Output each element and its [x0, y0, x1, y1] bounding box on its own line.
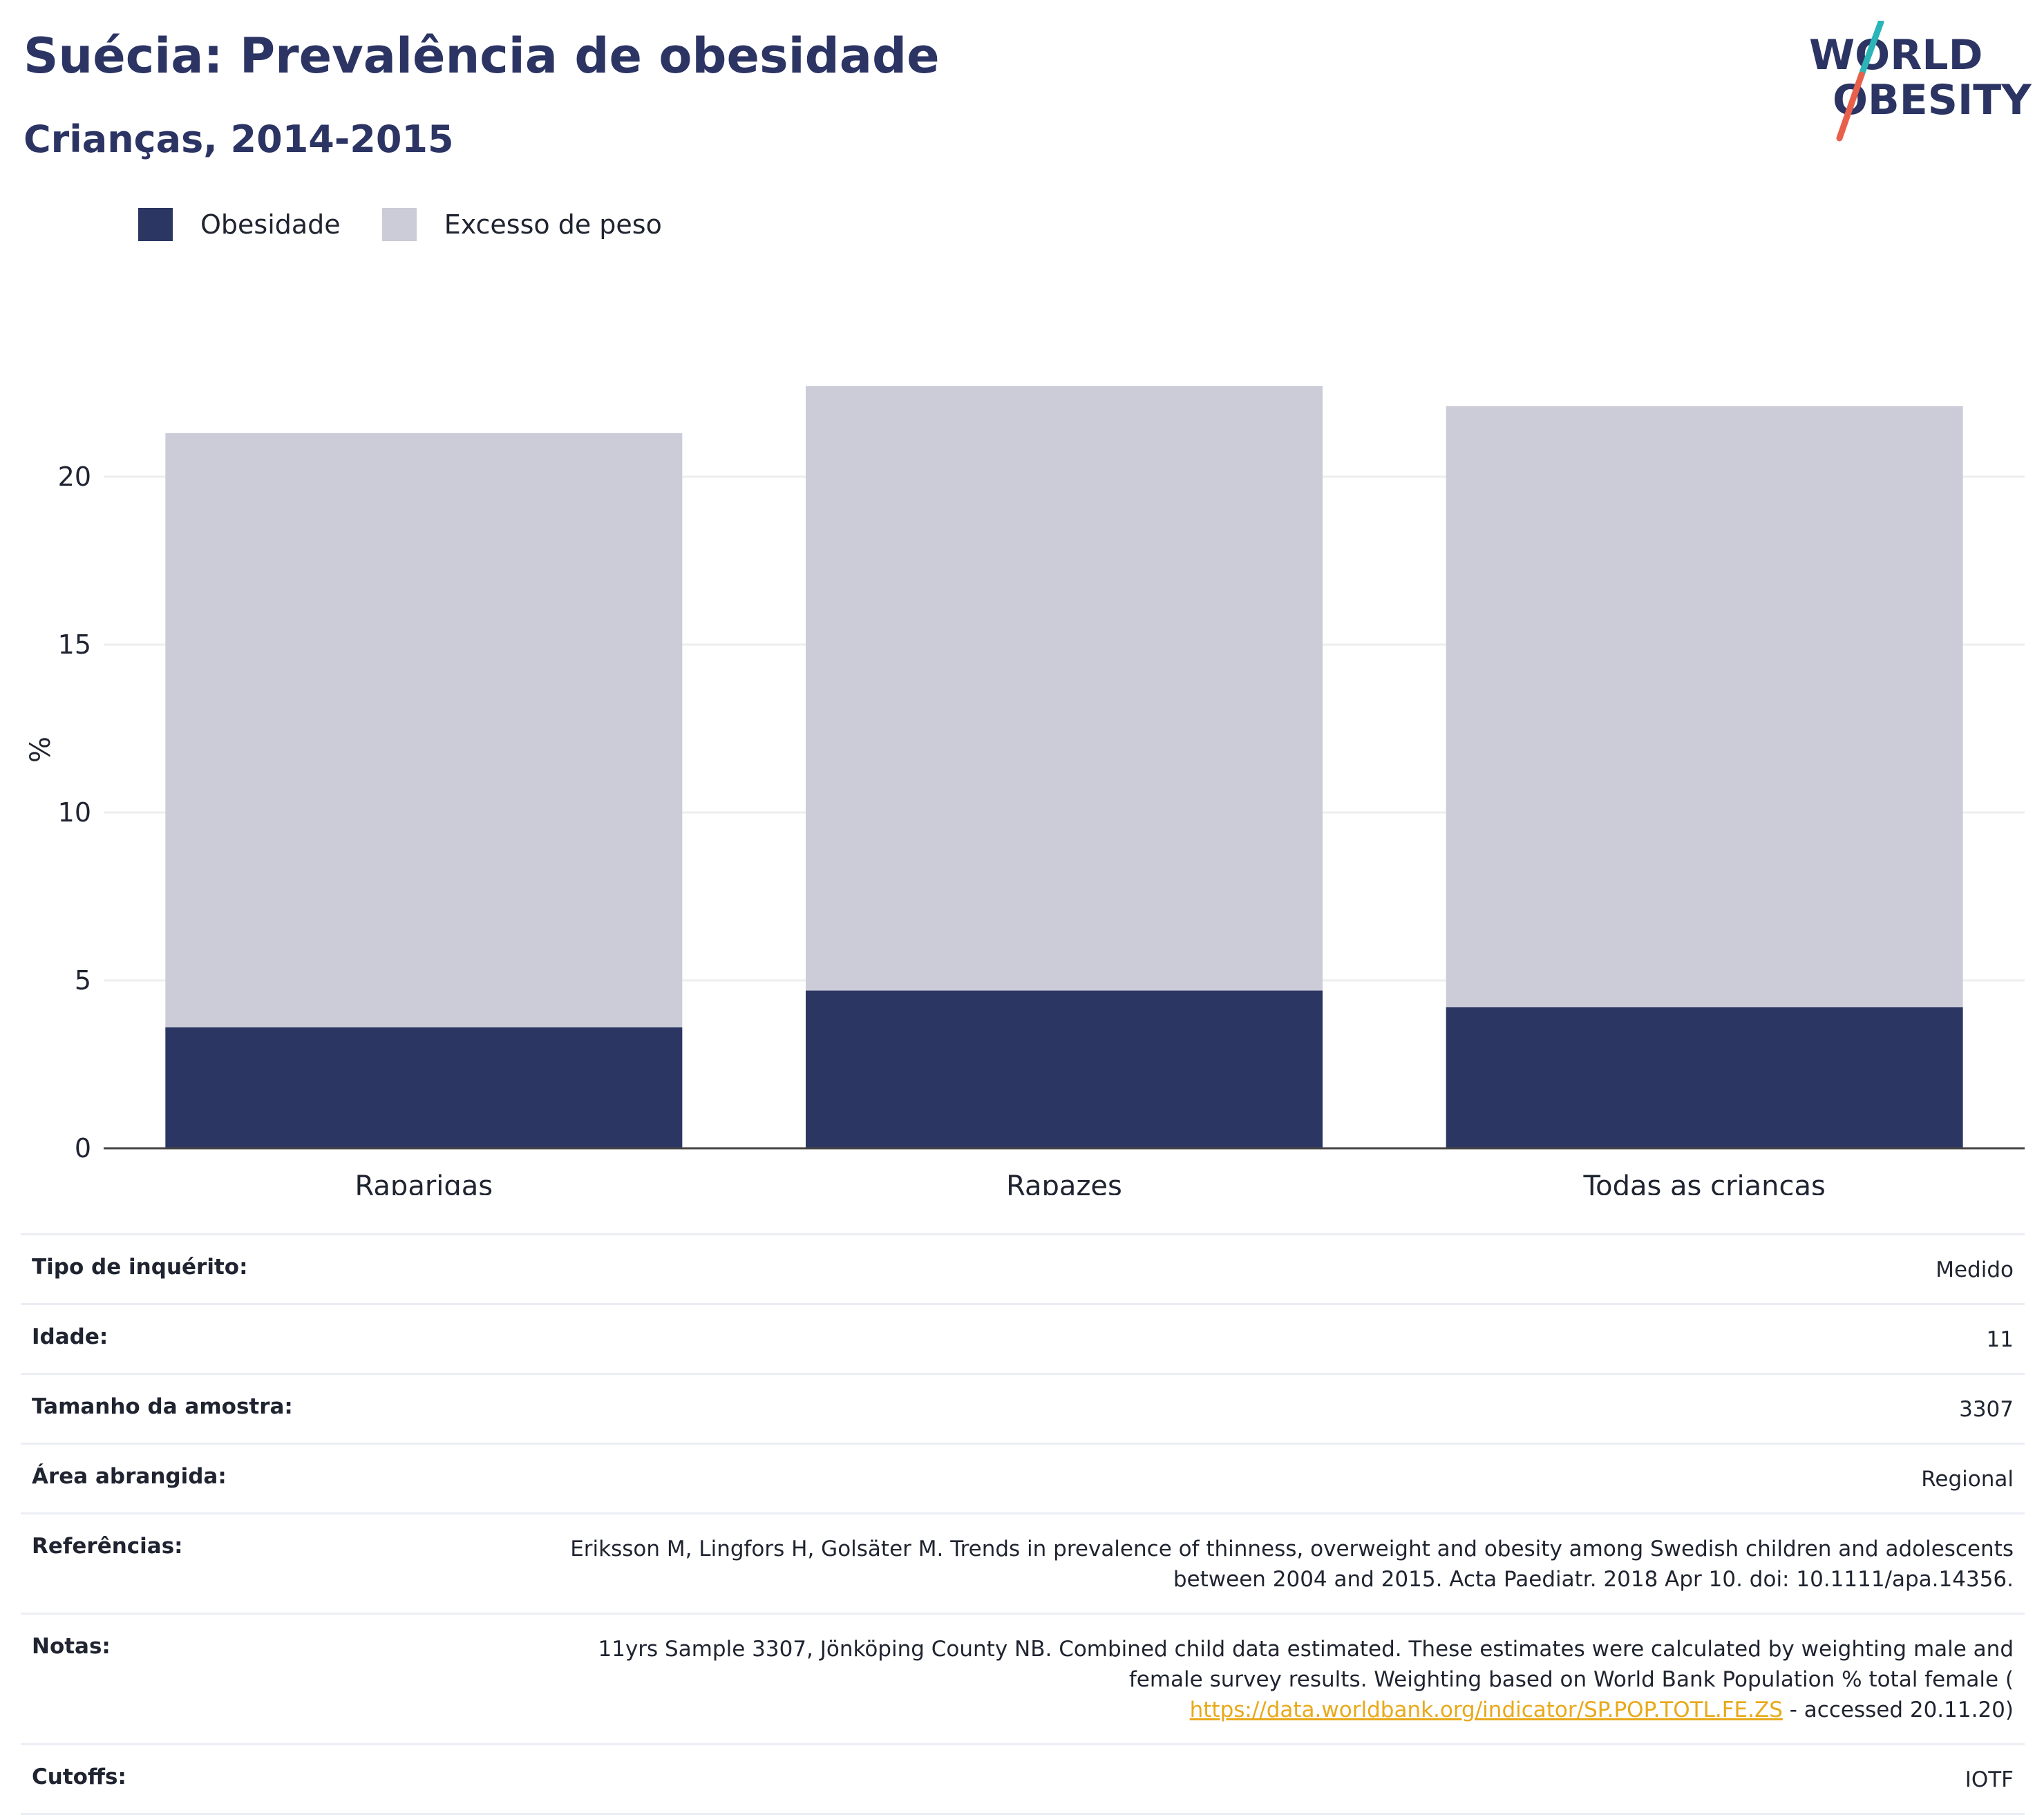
- info-label: Notas:: [32, 1634, 111, 1659]
- info-value: Regional: [1921, 1467, 2014, 1492]
- info-value: 11: [1986, 1327, 2014, 1352]
- info-row-area: Área abrangida: Regional: [21, 1443, 2025, 1512]
- logo-word-world: WORLD: [1809, 31, 1983, 79]
- info-row-age: Idade: 11: [21, 1303, 2025, 1373]
- logo-slash-top: [1858, 21, 1884, 78]
- notes-tail: - accessed 20.11.20): [1782, 1698, 2014, 1722]
- info-value: Medido: [1936, 1257, 2014, 1282]
- bar-overweight: [165, 433, 683, 1028]
- notes-line-1: 11yrs Sample 3307, Jönköping County NB. …: [598, 1637, 2014, 1662]
- info-row-references: Referências: Eriksson M, Lingfors H, Gol…: [21, 1512, 2025, 1613]
- x-tick-label: Todas as crianças: [1582, 1170, 1825, 1195]
- info-value: IOTF: [1965, 1767, 2014, 1792]
- bar-obesity: [806, 990, 1323, 1148]
- legend-swatch-overweight: [381, 208, 417, 241]
- legend-item-obesity[interactable]: Obesidade: [138, 208, 341, 241]
- logo-word-obesity: OBESITY: [1833, 76, 2032, 124]
- notes-line-2: female survey results. Weighting based o…: [1128, 1667, 2014, 1692]
- y-tick-label: 0: [75, 1133, 91, 1163]
- legend-label-obesity: Obesidade: [200, 209, 341, 240]
- bar-obesity: [1446, 1007, 1963, 1148]
- info-label: Tamanho da amostra:: [32, 1394, 293, 1419]
- chart-page: Suécia: Prevalência de obesidade Criança…: [21, 21, 2032, 1815]
- y-tick-label: 20: [58, 462, 91, 492]
- y-tick-label: 10: [58, 797, 91, 828]
- legend-label-overweight: Excesso de peso: [444, 209, 662, 240]
- info-value-notes: 11yrs Sample 3307, Jönköping County NB. …: [598, 1634, 2014, 1725]
- survey-info-table: Tipo de inquérito: Medido Idade: 11 Tama…: [21, 1233, 2025, 1815]
- worldbank-link[interactable]: https://data.worldbank.org/indicator/SP.…: [1189, 1698, 1783, 1722]
- info-label: Cutoffs:: [32, 1765, 126, 1789]
- bar-obesity: [165, 1027, 683, 1148]
- y-tick-label: 15: [58, 629, 91, 660]
- info-label: Área abrangida:: [32, 1464, 227, 1489]
- chart-title: Suécia: Prevalência de obesidade: [23, 28, 940, 84]
- bar-overweight: [806, 386, 1323, 991]
- chart-legend: Obesidade Excesso de peso: [138, 207, 703, 242]
- info-label: Tipo de inquérito:: [32, 1255, 248, 1280]
- info-row-sample-size: Tamanho da amostra: 3307: [21, 1373, 2025, 1443]
- legend-item-overweight[interactable]: Excesso de peso: [381, 208, 662, 241]
- info-label: Referências:: [32, 1534, 183, 1559]
- logo-slash-bottom: [1836, 71, 1865, 142]
- y-axis-label: %: [25, 737, 57, 763]
- reference-line-1: Eriksson M, Lingfors H, Golsäter M. Tren…: [570, 1537, 2014, 1561]
- info-row-notes: Notas: 11yrs Sample 3307, Jönköping Coun…: [21, 1613, 2025, 1743]
- info-label: Idade:: [32, 1324, 108, 1349]
- reference-line-2: between 2004 and 2015. Acta Paediatr. 20…: [1173, 1567, 2014, 1592]
- x-tick-label: Raparigas: [355, 1170, 493, 1195]
- y-tick-label: 5: [75, 965, 91, 996]
- chart-subtitle: Crianças, 2014-2015: [23, 117, 454, 161]
- world-obesity-logo: WORLD OBESITY: [1809, 21, 2032, 142]
- legend-swatch-obesity: [138, 208, 173, 241]
- info-value: 3307: [1959, 1397, 2014, 1422]
- bar-overweight: [1446, 406, 1963, 1007]
- info-value-references: Eriksson M, Lingfors H, Golsäter M. Tren…: [570, 1534, 2014, 1595]
- info-row-survey-type: Tipo de inquérito: Medido: [21, 1233, 2025, 1303]
- info-row-cutoffs: Cutoffs: IOTF: [21, 1743, 2025, 1815]
- bar-chart: 0 5 10 15 20% Raparigas Rapazes Todas as crianç…: [25, 386, 2025, 1195]
- x-tick-label: Rapazes: [1006, 1170, 1122, 1195]
